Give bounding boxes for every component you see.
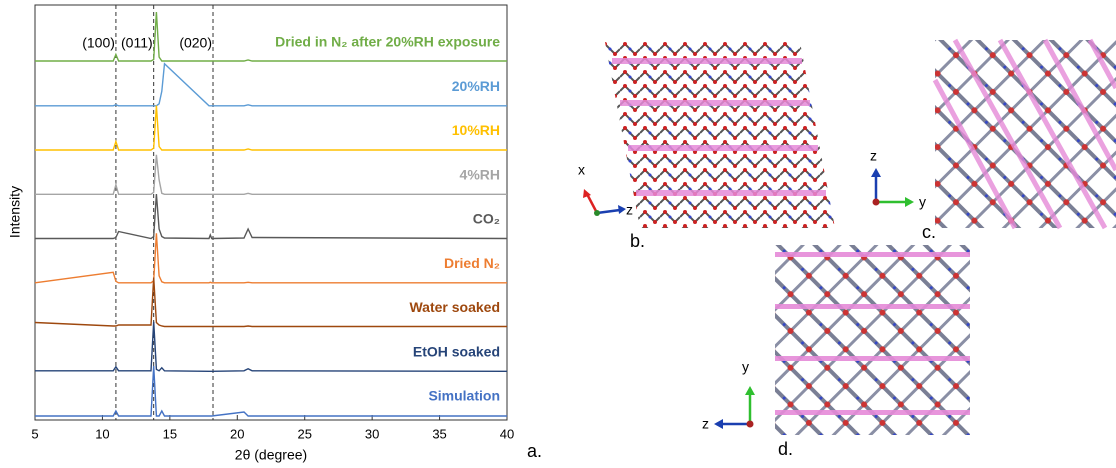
xrd-trace — [35, 194, 507, 239]
axis-letter: z — [702, 416, 709, 432]
xrd-trace — [35, 64, 507, 106]
axis-letter: z — [626, 202, 633, 218]
panel-label: d. — [778, 439, 793, 459]
axis-letter: y — [742, 359, 749, 375]
x-tick-label: 15 — [163, 426, 177, 441]
x-tick-label: 10 — [95, 426, 109, 441]
reference-label: (011) — [121, 35, 153, 51]
legend-label: Water soaked — [409, 299, 500, 315]
x-tick-label: 5 — [31, 426, 38, 441]
panel-label: a. — [527, 441, 542, 461]
axis-letter: x — [578, 162, 585, 178]
axis-letter: y — [919, 194, 926, 210]
panel-label: c. — [922, 222, 936, 242]
legend-label: 20%RH — [452, 78, 500, 94]
structure-c — [935, 40, 1116, 228]
x-axis-label: 2θ (degree) — [235, 447, 307, 463]
legend-label: Dried N₂ — [444, 255, 500, 271]
y-axis-label: Intensity — [7, 186, 23, 238]
xrd-trace — [35, 233, 507, 282]
reference-label: (100) — [82, 35, 115, 51]
xrd-chart: 2θ (degree) Intensity 5 10 15 20 25 30 35 40 (10… — [7, 5, 515, 463]
figure: 2θ (degree) Intensity 5 10 15 20 25 30 35 40 (10… — [0, 0, 1116, 463]
legend-label: Dried in N₂ after 20%RH exposure — [275, 34, 500, 50]
xrd-trace — [35, 106, 507, 151]
legend-label: Simulation — [428, 388, 500, 404]
structure-b — [605, 42, 835, 228]
panel-label: b. — [630, 231, 645, 251]
x-tick-label: 40 — [500, 426, 514, 441]
legend-label: EtOH soaked — [413, 343, 500, 359]
x-tick-label: 20 — [230, 426, 244, 441]
xrd-trace — [35, 155, 507, 195]
structure-d — [775, 245, 970, 435]
legend-label: CO₂ — [473, 211, 500, 227]
x-tick-label: 35 — [432, 426, 446, 441]
x-tick-label: 25 — [297, 426, 311, 441]
axis-letter: z — [870, 148, 877, 164]
legend-label: 4%RH — [460, 166, 500, 182]
x-tick-label: 30 — [365, 426, 379, 441]
legend-label: 10%RH — [452, 122, 500, 138]
reference-label: (020) — [179, 35, 212, 51]
